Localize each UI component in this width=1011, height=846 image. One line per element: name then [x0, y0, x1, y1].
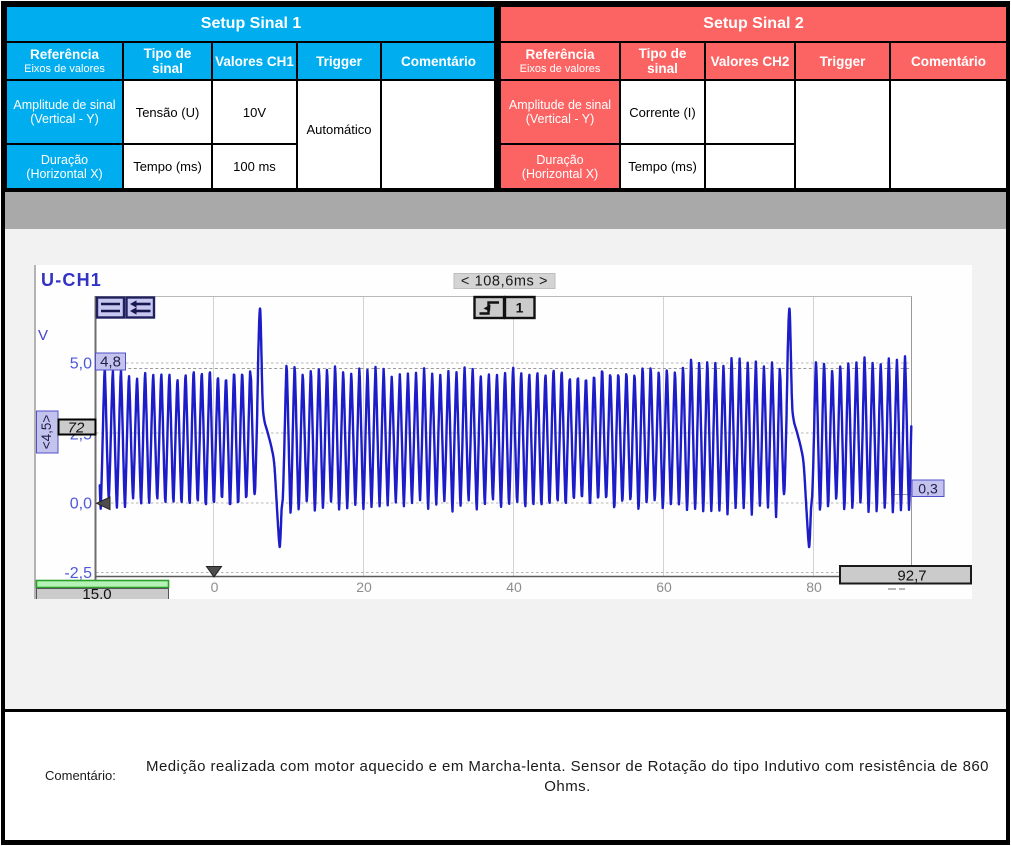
- svg-text:0,3: 0,3: [918, 481, 938, 497]
- svg-text:20: 20: [356, 579, 372, 595]
- svg-text:0,0: 0,0: [70, 496, 92, 513]
- svg-text:4,8: 4,8: [100, 354, 121, 371]
- svg-text:0: 0: [211, 579, 219, 595]
- svg-text:V: V: [38, 327, 48, 344]
- svg-text:40: 40: [506, 579, 522, 595]
- svg-text:5,0: 5,0: [70, 356, 92, 373]
- svg-text:92,7: 92,7: [897, 568, 926, 585]
- svg-text:80: 80: [806, 579, 822, 595]
- svg-text:< 108,6ms >: < 108,6ms >: [461, 274, 548, 290]
- svg-text:1: 1: [516, 300, 524, 316]
- svg-text:-2,5: -2,5: [64, 565, 92, 582]
- svg-text:15,0: 15,0: [82, 586, 111, 599]
- svg-text:U-CH1: U-CH1: [41, 270, 102, 290]
- svg-text:60: 60: [656, 579, 672, 595]
- svg-text:72: 72: [68, 420, 85, 437]
- svg-text:<4,5>: <4,5>: [39, 415, 54, 450]
